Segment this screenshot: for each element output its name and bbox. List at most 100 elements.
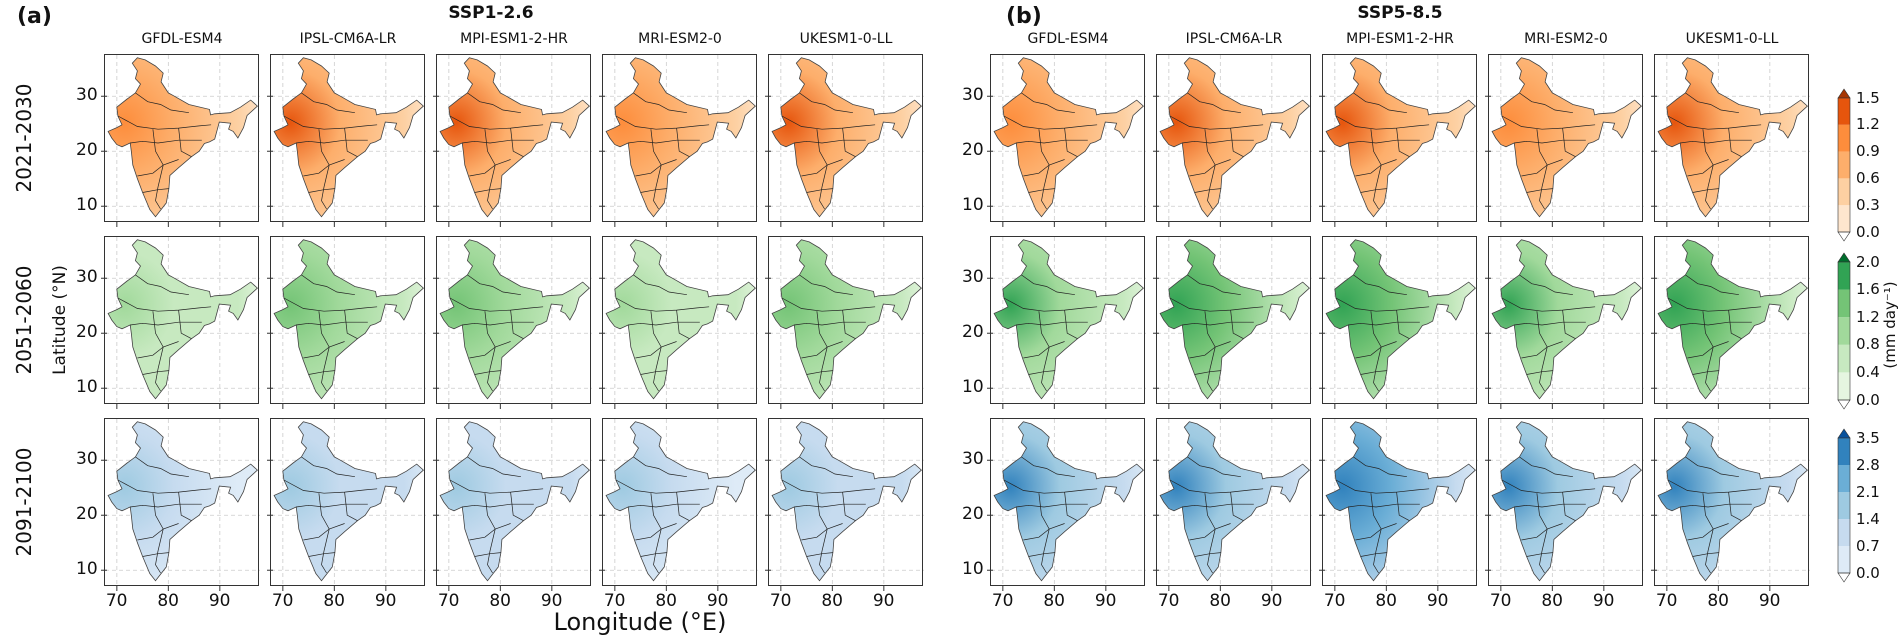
- india-map-fill: [107, 421, 258, 582]
- state-border: [635, 159, 677, 177]
- state-border: [1360, 552, 1387, 557]
- state-border: [650, 129, 662, 210]
- map-svg: [433, 419, 592, 591]
- map-svg: [1485, 55, 1644, 227]
- state-border: [633, 456, 687, 478]
- state-border: [1064, 492, 1078, 522]
- state-border: [1348, 503, 1420, 508]
- state-border: [781, 115, 876, 130]
- state-border: [799, 274, 853, 296]
- state-border: [1702, 311, 1714, 392]
- state-border: [633, 92, 687, 114]
- state-border: [1728, 310, 1742, 340]
- state-border: [633, 274, 687, 296]
- state-border: [303, 159, 345, 177]
- state-border: [142, 188, 169, 193]
- x-tick-label: 90: [872, 591, 895, 611]
- map-panel: [599, 236, 758, 409]
- state-border: [1194, 370, 1221, 375]
- state-border: [1016, 503, 1088, 508]
- y-axis-label: Latitude (°N): [50, 265, 70, 375]
- state-border: [467, 274, 521, 296]
- state-border: [1003, 479, 1098, 494]
- state-border: [484, 129, 496, 210]
- state-border: [1680, 503, 1752, 508]
- y-tick-label: 30: [962, 85, 984, 106]
- state-border: [301, 456, 355, 478]
- state-border: [794, 503, 866, 508]
- map-svg: [1485, 237, 1644, 409]
- state-border: [117, 297, 212, 312]
- state-border: [794, 321, 866, 326]
- x-tick-label: 70: [1655, 591, 1678, 611]
- state-border: [135, 274, 189, 296]
- colorbar-svg: [1837, 428, 1851, 583]
- state-border: [615, 479, 710, 494]
- x-tick-label: 80: [489, 591, 511, 611]
- state-border: [1038, 311, 1050, 392]
- colorbar-tick-label: 0.0: [1856, 390, 1880, 409]
- y-tick-label: 20: [76, 140, 98, 161]
- x-tick-label: 90: [706, 591, 729, 611]
- state-border: [615, 297, 710, 312]
- map-svg: [433, 55, 592, 227]
- state-border: [130, 503, 202, 508]
- map-panel: [765, 418, 924, 591]
- state-border: [801, 159, 843, 177]
- colorbar-bin: [1838, 289, 1850, 318]
- map-svg: [267, 55, 426, 227]
- india-map-fill: [1657, 57, 1808, 218]
- state-border: [640, 552, 667, 557]
- state-border: [1514, 139, 1586, 144]
- india-map-fill: [1491, 57, 1642, 218]
- state-border: [152, 311, 164, 392]
- state-border: [799, 92, 853, 114]
- colorbar-tick-label: 1.4: [1856, 509, 1880, 528]
- map-svg: [1651, 55, 1810, 227]
- state-border: [178, 492, 192, 522]
- state-border: [296, 139, 368, 144]
- y-tick-label: 30: [962, 267, 984, 288]
- state-border: [1194, 188, 1221, 193]
- state-border: [781, 479, 876, 494]
- scenario-title-ssp126: SSP1-2.6: [448, 3, 534, 23]
- model-title: MRI-ESM2-0: [1524, 31, 1608, 47]
- x-tick-label: 80: [1541, 591, 1563, 611]
- state-border: [1204, 493, 1216, 574]
- map-svg: [765, 419, 924, 591]
- model-title: GFDL-ESM4: [141, 31, 223, 47]
- india-map-fill: [1325, 57, 1476, 218]
- india-map-fill: [1159, 421, 1310, 582]
- colorbar-bin: [1838, 124, 1850, 152]
- y-tick-label: 20: [76, 504, 98, 525]
- state-border: [676, 492, 690, 522]
- state-border: [1353, 274, 1407, 296]
- period-label: 2021-2030: [12, 83, 36, 193]
- state-border: [344, 310, 358, 340]
- state-border: [1728, 492, 1742, 522]
- state-border: [676, 310, 690, 340]
- state-border: [1016, 139, 1088, 144]
- state-border: [117, 479, 212, 494]
- state-border: [1335, 115, 1430, 130]
- colorbar-bin: [1838, 465, 1850, 492]
- model-title: MPI-ESM1-2-HR: [1346, 31, 1454, 47]
- state-border: [1687, 523, 1729, 541]
- state-border: [1016, 321, 1088, 326]
- state-border: [1562, 492, 1576, 522]
- state-border: [615, 115, 710, 130]
- state-border: [1335, 297, 1430, 312]
- state-border: [1028, 188, 1055, 193]
- state-border: [842, 310, 856, 340]
- colorbar-bin: [1838, 317, 1850, 345]
- colorbar-bin: [1838, 262, 1850, 290]
- state-border: [1064, 128, 1078, 158]
- colorbar-extend-max: [1837, 428, 1851, 439]
- state-border: [650, 311, 662, 392]
- model-title: IPSL-CM6A-LR: [1185, 31, 1283, 47]
- state-border: [1685, 92, 1739, 114]
- map-svg: [1319, 55, 1478, 227]
- x-tick-label: 80: [1375, 591, 1397, 611]
- state-border: [1360, 370, 1387, 375]
- state-border: [628, 321, 700, 326]
